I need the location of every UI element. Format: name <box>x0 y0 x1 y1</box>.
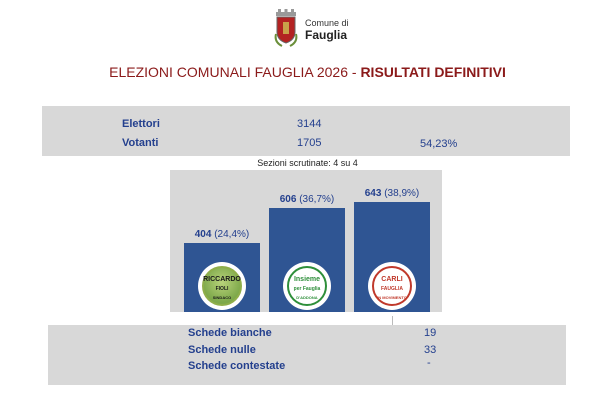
bar-value-label: 643 (38,9%) <box>344 188 440 199</box>
schede-bianche-value: 19 <box>424 327 437 339</box>
schede-contestate-value: - <box>427 357 431 369</box>
logo-text: CARLI <box>381 276 403 283</box>
schede-nulle-label: Schede nulle <box>188 344 256 356</box>
logo-emblem <box>372 266 412 306</box>
schede-nulle-value: 33 <box>424 344 437 356</box>
comune-name: Fauglia <box>305 28 348 42</box>
sezioni-scrutinate: Sezioni scrutinate: 4 su 4 <box>257 158 358 168</box>
logo-text: FIOLI <box>215 286 229 292</box>
bar-value: 643 <box>364 188 382 199</box>
bar-value-label: 404 (24,4%) <box>174 229 270 240</box>
bar-value: 404 <box>194 229 212 240</box>
schede-panel: Schede bianche 19 Schede nulle 33 Schede… <box>48 325 566 385</box>
bar-percentage: (24,4%) <box>211 229 250 240</box>
comune-prefix: Comune di <box>305 18 349 28</box>
title-emphasis: RISULTATI DEFINITIVI <box>360 64 506 80</box>
schede-contestate-label: Schede contestate <box>188 360 286 372</box>
divider-tick <box>392 316 393 326</box>
logo-text: SINDACO <box>212 295 232 300</box>
list-logo-icon: CARLI FAUGLIA IN MOVIMENTO <box>368 262 416 310</box>
bar-percentage: (36,7%) <box>296 194 335 205</box>
logo-text: FAUGLIA <box>381 286 403 292</box>
logo-text: IN MOVIMENTO <box>377 295 407 300</box>
logo-emblem <box>287 266 327 306</box>
elettori-value: 3144 <box>297 118 322 130</box>
list-logo-icon: Insieme per Fauglia D'ADDONA <box>283 262 331 310</box>
votanti-label: Votanti <box>122 137 159 149</box>
schede-bianche-label: Schede bianche <box>188 327 272 339</box>
list-logo-icon: RICCARDO FIOLI SINDACO <box>198 262 246 310</box>
logo-text: D'ADDONA <box>296 295 318 300</box>
coat-of-arms-icon <box>274 9 298 47</box>
page-title: ELEZIONI COMUNALI FAUGLIA 2026 - RISULTA… <box>0 64 615 80</box>
title-main: ELEZIONI COMUNALI FAUGLIA 2026 - <box>109 64 361 80</box>
logo-emblem <box>202 266 242 306</box>
bar-percentage: (38,9%) <box>381 188 420 199</box>
logo-text: Insieme <box>293 276 321 283</box>
header: Comune di Fauglia <box>270 8 390 50</box>
logo-text: per Fauglia <box>293 286 321 292</box>
bar-value-label: 606 (36,7%) <box>259 194 355 205</box>
bar-value: 606 <box>279 194 297 205</box>
elettori-label: Elettori <box>122 118 160 130</box>
turnout-panel: Elettori 3144 Votanti 1705 54,23% <box>42 106 570 156</box>
logo-text: RICCARDO <box>203 276 241 283</box>
votanti-percentage: 54,23% <box>420 138 458 150</box>
votanti-value: 1705 <box>297 137 322 149</box>
results-chart: 404 (24,4%) RICCARDO FIOLI SINDACO 606 (36,7… <box>170 170 442 312</box>
